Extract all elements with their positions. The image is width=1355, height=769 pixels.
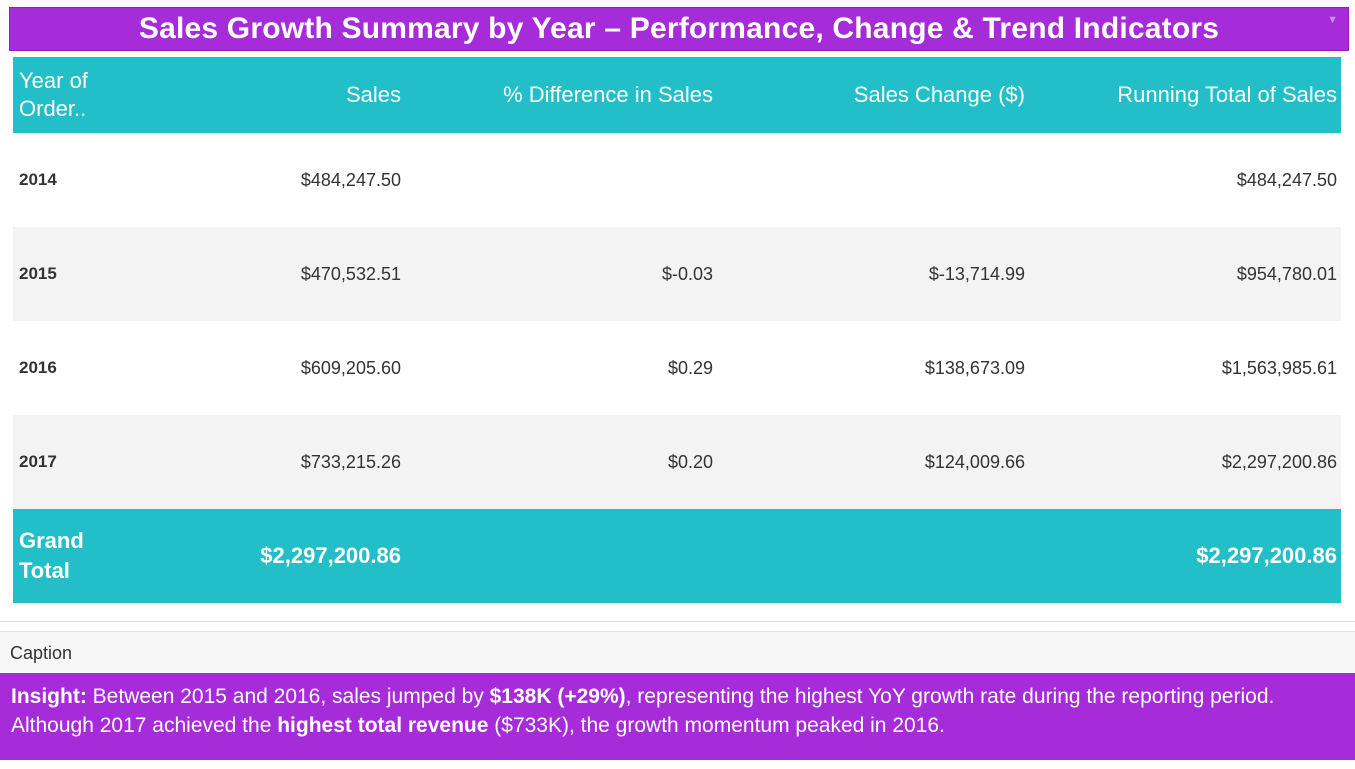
sales-cell: $470,532.51 [300, 263, 401, 284]
insight-bold-1: $138K (+29%) [489, 685, 626, 708]
grand-total-running-total: $2,297,200.86 [1196, 543, 1337, 568]
pct-diff-cell [413, 133, 713, 227]
column-header-sales[interactable]: Sales [345, 82, 401, 107]
sales-cell: $733,215.26 [300, 451, 401, 472]
dropdown-menu-icon[interactable]: ▼ [1327, 14, 1338, 26]
year-cell: 2015 [19, 264, 57, 283]
table-row: 2014 $484,247.50 $484,247.50 [13, 133, 1341, 227]
column-header-year-line1: Year of [19, 68, 88, 93]
sales-change-cell: $138,673.09 [924, 357, 1025, 378]
pct-diff-cell: $-0.03 [661, 263, 713, 284]
pct-diff-cell: $0.29 [667, 357, 713, 378]
column-header-running-total[interactable]: Running Total of Sales [1117, 82, 1337, 107]
worksheet-title-bar: Sales Growth Summary by Year – Performan… [9, 7, 1349, 51]
grand-total-sales: $2,297,200.86 [260, 543, 401, 568]
sales-cell: $609,205.60 [300, 357, 401, 378]
table-row: 2017 $733,215.26 $0.20 $124,009.66 $2,29… [13, 415, 1341, 509]
running-total-cell: $2,297,200.86 [1221, 451, 1337, 472]
running-total-cell: $484,247.50 [1236, 169, 1337, 190]
caption-label: Caption [10, 643, 73, 663]
insight-text-3: ($733K), the growth momentum peaked in 2… [488, 714, 945, 737]
column-header-year[interactable]: Year of Order.. [19, 57, 169, 133]
sales-table: Year of Order.. Sales % Difference in Sa… [13, 57, 1341, 603]
grand-total-label-line1: Grand [19, 528, 84, 553]
column-header-sales-change[interactable]: Sales Change ($) [853, 82, 1025, 107]
grand-total-label-line2: Total [19, 558, 70, 583]
insight-caption: Insight: Between 2015 and 2016, sales ju… [0, 673, 1355, 760]
year-cell: 2016 [19, 358, 57, 377]
year-cell: 2014 [19, 170, 57, 189]
insight-bold-2: highest total revenue [277, 714, 489, 737]
divider [0, 621, 1355, 622]
table-row: 2016 $609,205.60 $0.29 $138,673.09 $1,56… [13, 321, 1341, 415]
pct-diff-cell: $0.20 [667, 451, 713, 472]
grand-total-label: Grand Total [19, 509, 169, 603]
running-total-cell: $1,563,985.61 [1221, 357, 1337, 378]
grand-total-row: Grand Total $2,297,200.86 $2,297,200.86 [13, 509, 1341, 603]
table-header-row: Year of Order.. Sales % Difference in Sa… [13, 57, 1341, 133]
caption-header: Caption [0, 631, 1355, 673]
table-row: 2015 $470,532.51 $-0.03 $-13,714.99 $954… [13, 227, 1341, 321]
sales-cell: $484,247.50 [300, 169, 401, 190]
page-title: Sales Growth Summary by Year – Performan… [138, 12, 1220, 45]
column-header-pct-difference[interactable]: % Difference in Sales [503, 82, 713, 107]
sales-change-cell: $-13,714.99 [928, 263, 1025, 284]
insight-text-1: Between 2015 and 2016, sales jumped by [86, 685, 490, 708]
sales-change-cell [725, 133, 1025, 227]
sales-change-cell: $124,009.66 [924, 451, 1025, 472]
insight-text-2: , representing the highest YoY growth ra… [11, 685, 1275, 737]
year-cell: 2017 [19, 452, 57, 471]
insight-lead: Insight: [11, 685, 87, 708]
running-total-cell: $954,780.01 [1236, 263, 1337, 284]
column-header-year-line2: Order.. [19, 96, 87, 121]
